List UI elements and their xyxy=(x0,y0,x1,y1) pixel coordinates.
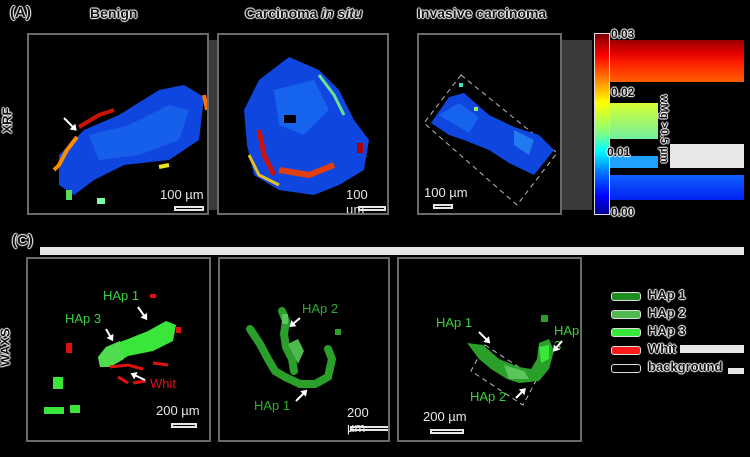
colorbar-stripe-blue xyxy=(610,175,744,200)
waxs-panel-benign: HAp 1 HAp 3 Whit 200 µm xyxy=(26,257,211,442)
xrf-map-cis xyxy=(244,57,369,195)
waxs-map-benign xyxy=(44,294,181,414)
scale-bar xyxy=(350,426,388,431)
legend-label: HAp 1 xyxy=(648,287,686,302)
column-title-main: Carcinoma xyxy=(245,5,322,21)
legend-stripe xyxy=(728,368,744,374)
legend-swatch-hap3 xyxy=(611,328,641,337)
column-title-italic: in situ xyxy=(321,5,363,21)
annotation-hap2: HAp 2 xyxy=(470,389,507,404)
legend-label: Whit xyxy=(648,341,677,356)
colorbar-tick: 0.01 xyxy=(607,145,631,159)
panel-label-a: (A) xyxy=(10,4,31,21)
scale-bar xyxy=(430,429,464,434)
colorbar-stripe-white xyxy=(670,144,744,168)
scale-bar xyxy=(171,423,197,428)
annotation-hap1: HAp 1 xyxy=(254,398,291,413)
row-label-xrf: XRF xyxy=(0,107,15,134)
annotation-hap2: HAp 2 xyxy=(302,301,339,316)
scale-label: 200 µm xyxy=(423,409,467,424)
legend-label: background xyxy=(648,359,723,374)
column-title-carcinoma-in-situ: Carcinoma in situ xyxy=(245,5,362,21)
scale-label: 100 µm xyxy=(160,187,204,202)
xrf-panel-invasive: 100 µm xyxy=(417,33,562,215)
waxs-map-cis xyxy=(246,307,341,388)
scale-label: 100 µm xyxy=(346,187,368,215)
waxs-panel-invasive: HAp 1 HAp 3 HAp 2 200 µm xyxy=(397,257,582,442)
row-label-waxs: WAXS xyxy=(0,328,13,367)
annotation-hap1: HAp 1 xyxy=(103,288,140,303)
waxs-panel-cis: HAp 2 HAp 1 200 µm xyxy=(218,257,390,442)
legend-swatch-hap1 xyxy=(611,292,641,301)
waxs-map-invasive xyxy=(467,315,554,406)
legend-label: HAp 3 xyxy=(648,323,686,338)
column-title-invasive: Invasive carcinoma xyxy=(417,5,547,21)
xrf-panel-cis: 100 µm xyxy=(217,33,389,215)
scale-label: 100 µm xyxy=(424,185,468,200)
colorbar-label: wMg >0.5 µm xyxy=(658,94,671,164)
legend-swatch-background xyxy=(611,364,641,373)
colorbar-stripe-cyan xyxy=(610,156,658,168)
column-title-benign: Benign xyxy=(90,5,138,21)
legend-stripe xyxy=(680,345,744,353)
annotation-hap1: HAp 1 xyxy=(436,315,473,330)
legend-swatch-whit xyxy=(611,346,641,355)
panel-label-c: (C) xyxy=(12,232,33,249)
colorbar-stripe-red xyxy=(610,40,744,82)
scale-label: 200 µm xyxy=(156,403,200,418)
colorbar-tick: 0.02 xyxy=(611,85,635,99)
scale-bar xyxy=(433,204,453,209)
scale-bar xyxy=(358,206,386,211)
xrf-map-invasive xyxy=(423,74,558,206)
annotation-whit: Whit xyxy=(150,376,176,391)
row-separator xyxy=(40,247,744,255)
colorbar-stripe-green xyxy=(610,103,658,139)
xrf-map-benign xyxy=(52,85,207,204)
colorbar-tick: 0.00 xyxy=(611,205,635,219)
colorbar-backdrop xyxy=(560,40,592,210)
xrf-panel-benign: 100 µm xyxy=(27,33,209,215)
scale-bar xyxy=(174,206,204,211)
colorbar-tick: 0.03 xyxy=(611,27,635,41)
legend-swatch-hap2 xyxy=(611,310,641,319)
legend-label: HAp 2 xyxy=(648,305,686,320)
annotation-hap3: HAp 3 xyxy=(65,311,102,326)
colorbar xyxy=(594,33,610,215)
